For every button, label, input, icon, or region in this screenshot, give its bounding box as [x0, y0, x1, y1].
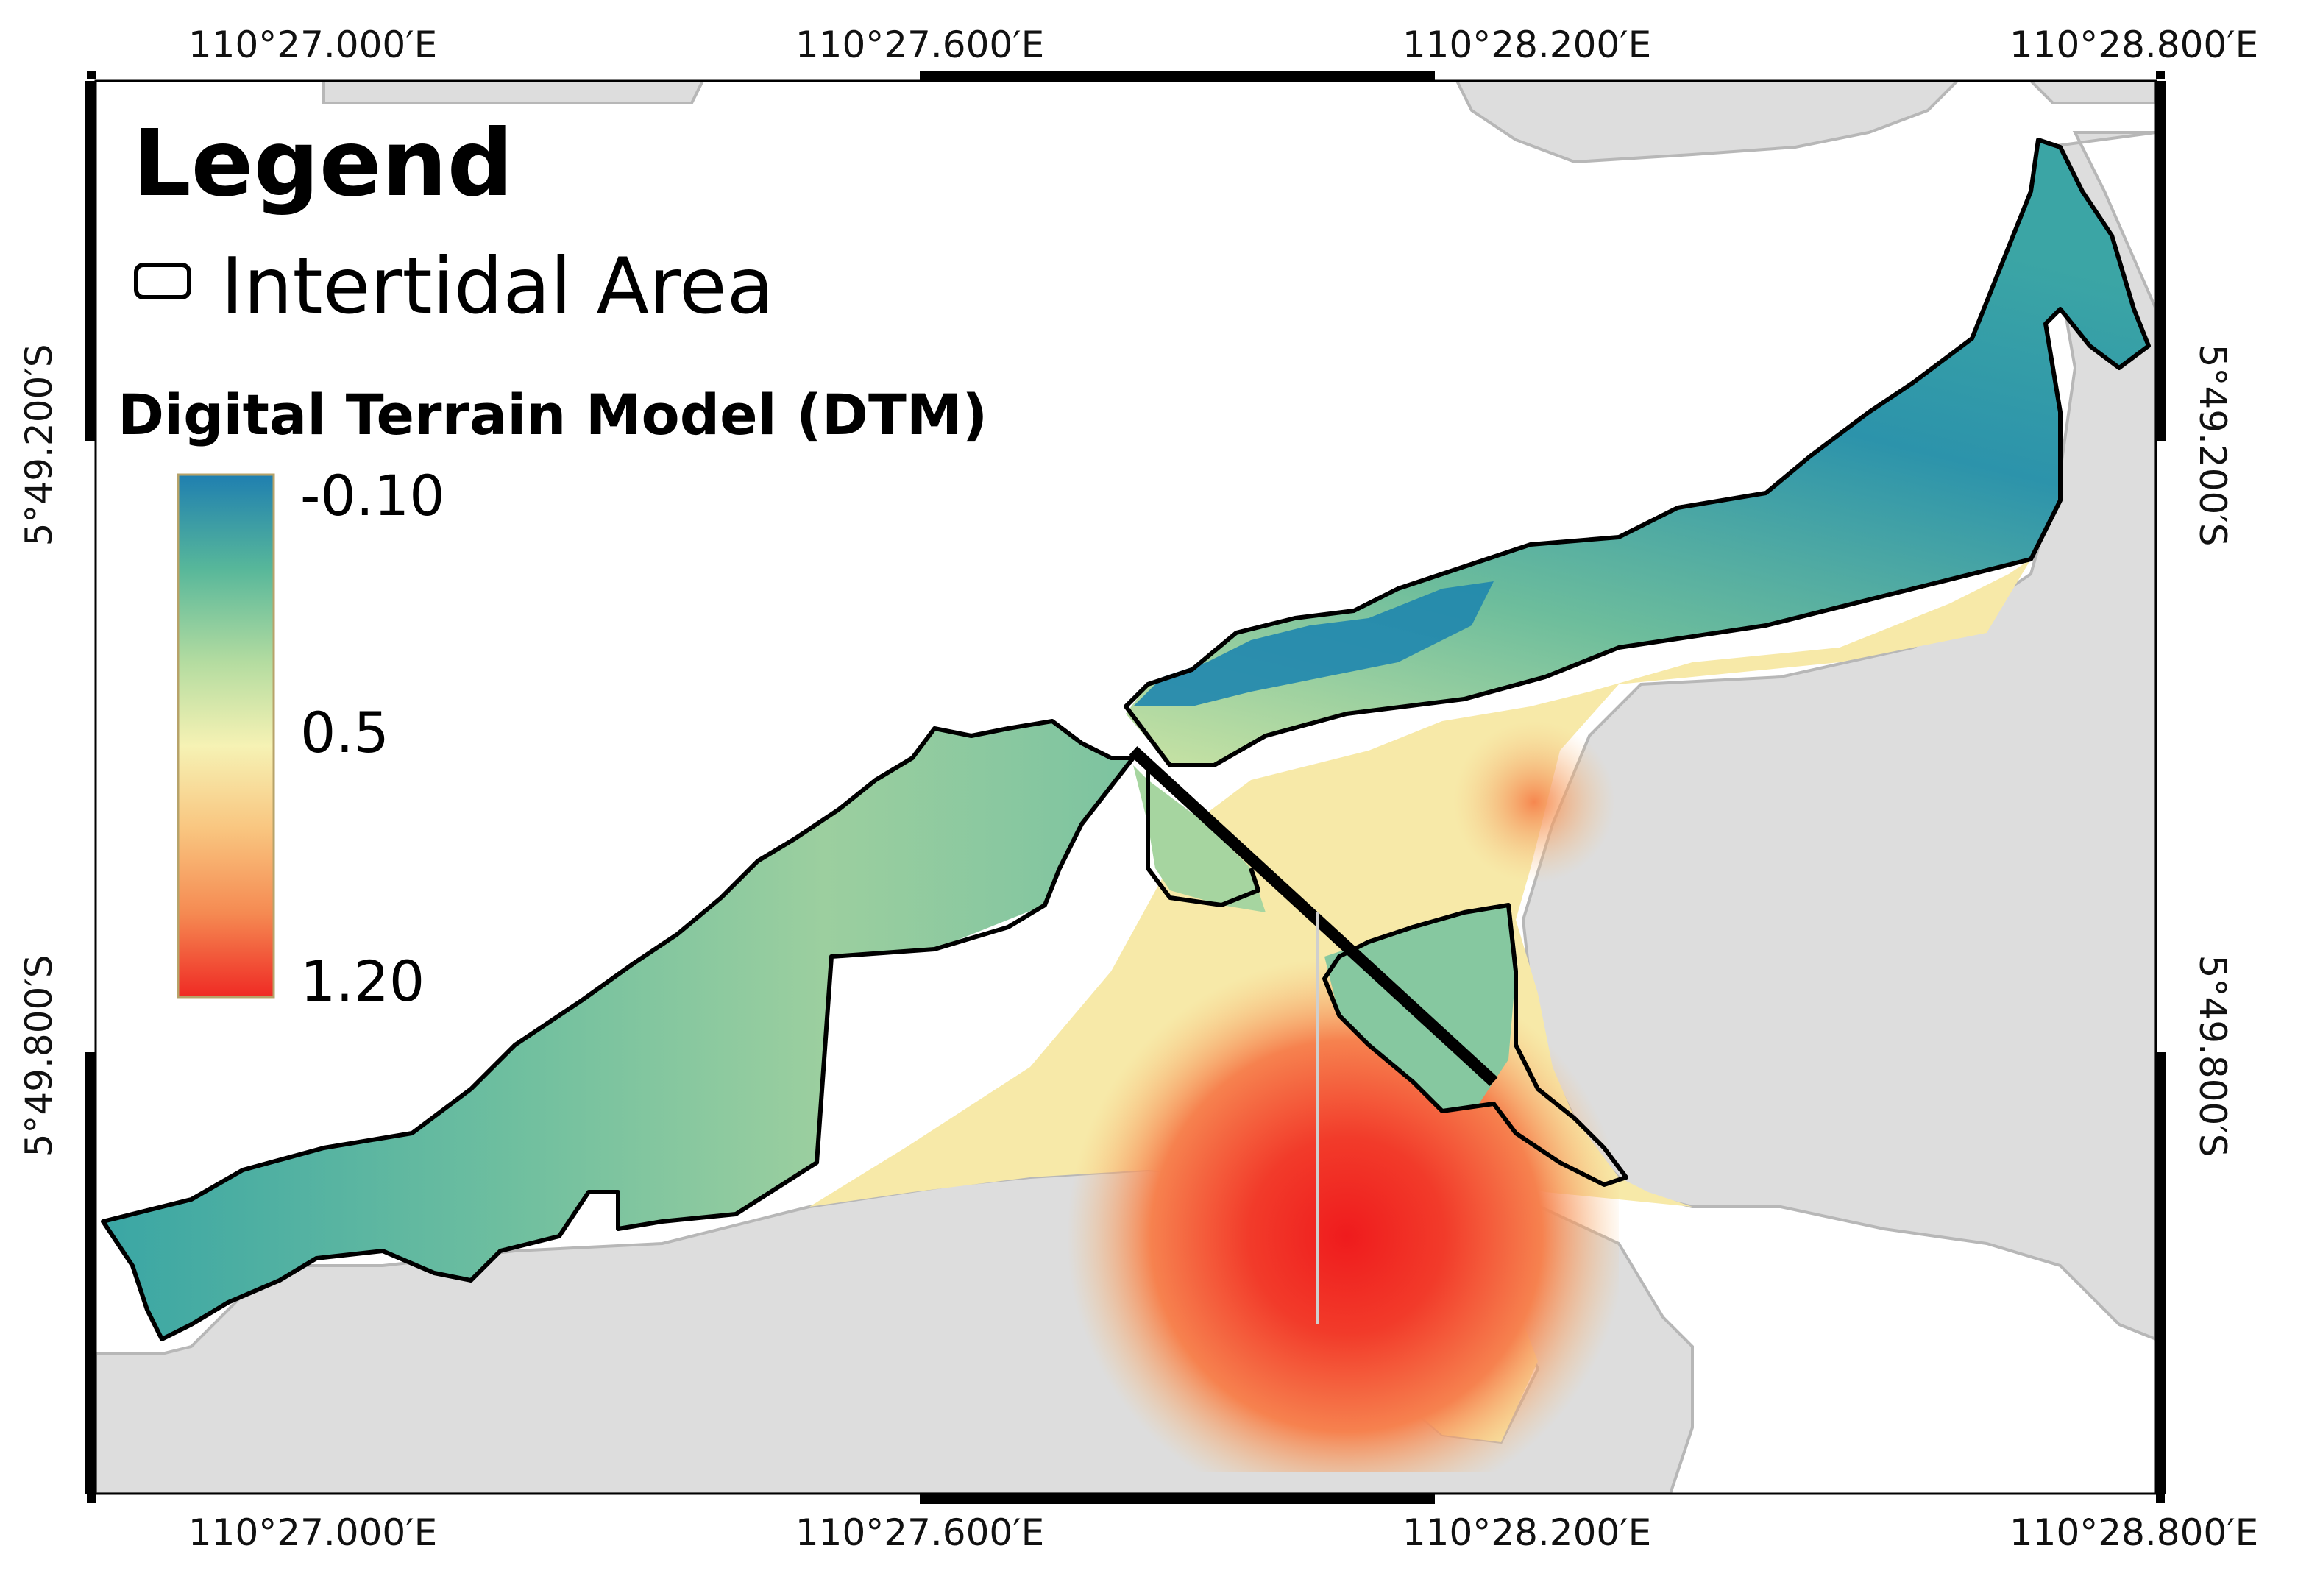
dtm-deep-blue — [1133, 581, 1494, 706]
legend: Legend Intertidal Area Digital Terrain M… — [118, 110, 987, 1014]
dtm-west — [103, 721, 1133, 1339]
dtm-causeway-west — [1133, 765, 1266, 912]
coord-top-1: 110°27.000′E — [188, 24, 437, 66]
causeway-road — [1129, 746, 1498, 1086]
dtm-red-zone — [957, 920, 1619, 1472]
coord-bottom-2: 110°27.600′E — [795, 1511, 1044, 1554]
coord-left-1: 5°49.200′S — [18, 344, 60, 547]
dtm-orange-spot — [1435, 706, 1626, 898]
legend-title: Legend — [132, 110, 513, 217]
boundary-west — [101, 719, 1135, 1341]
dtm-legend-title: Digital Terrain Model (DTM) — [118, 382, 987, 447]
coord-top-2: 110°27.600′E — [795, 24, 1044, 66]
coord-top-4: 110°28.800′E — [2010, 24, 2258, 66]
land-north-east — [2029, 81, 2156, 104]
intertidal-boundaries — [101, 138, 2151, 1341]
dtm-color-ramp — [177, 473, 275, 999]
land-north-center — [1455, 81, 1959, 164]
coord-bottom-4: 110°28.800′E — [2010, 1511, 2258, 1554]
coord-bottom-1: 110°27.000′E — [188, 1511, 437, 1554]
boundary-causeway-loop — [1146, 765, 1260, 907]
intertidal-legend-label: Intertidal Area — [221, 241, 774, 331]
boundary-east-island — [1322, 903, 1628, 1187]
land-north-west — [322, 81, 705, 104]
coord-right-1: 5°49.200′S — [2191, 344, 2234, 547]
coord-left-2: 5°49.800′S — [18, 955, 60, 1157]
graticule-frame — [85, 71, 2166, 1504]
ramp-label-min: -0.10 — [300, 463, 445, 528]
intertidal-legend-swatch — [134, 263, 191, 299]
coord-bottom-3: 110°28.200′E — [1402, 1511, 1651, 1554]
ramp-label-max: 1.20 — [300, 948, 425, 1014]
coord-top-3: 110°28.200′E — [1402, 24, 1651, 66]
coord-right-2: 5°49.800′S — [2191, 955, 2234, 1157]
ramp-label-mid: 0.5 — [300, 700, 389, 765]
boundary-north — [1124, 138, 2151, 767]
dtm-north — [1126, 140, 2149, 765]
